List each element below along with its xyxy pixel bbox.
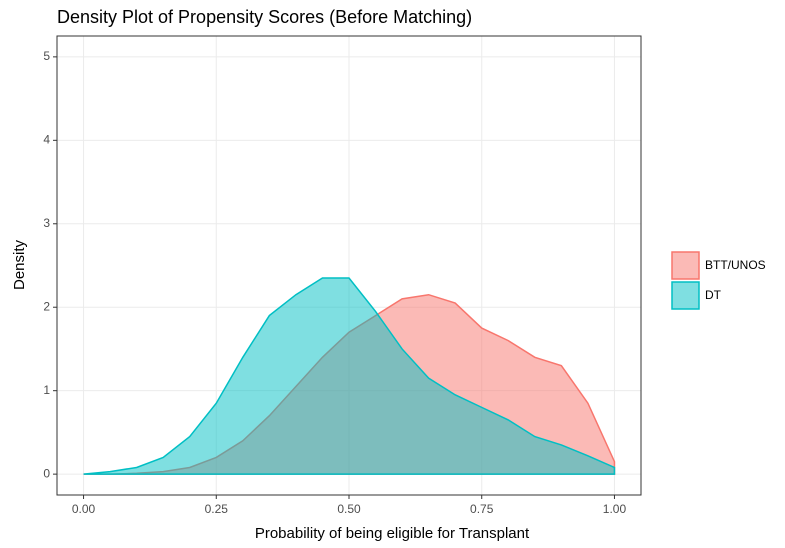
y-tick-label: 5	[43, 49, 50, 63]
legend-label: DT	[705, 288, 722, 302]
legend-label: BTT/UNOS	[705, 258, 766, 272]
y-axis-label: Density	[11, 239, 28, 290]
y-tick-label: 2	[43, 299, 50, 313]
plot-border	[56, 35, 642, 496]
y-tick-label: 4	[43, 132, 50, 146]
chart-title: Density Plot of Propensity Scores (Befor…	[57, 7, 472, 27]
density-area	[83, 277, 616, 475]
y-tick-label: 0	[43, 466, 50, 480]
x-tick-label: 0.25	[205, 502, 229, 516]
x-tick-label: 0.00	[72, 502, 96, 516]
y-tick-label: 1	[43, 383, 50, 397]
x-tick-label: 1.00	[603, 502, 627, 516]
legend-key	[671, 251, 700, 280]
x-axis-label: Probability of being eligible for Transp…	[255, 525, 530, 542]
x-tick-label: 0.75	[470, 502, 494, 516]
x-tick-label: 0.50	[337, 502, 361, 516]
legend-key	[671, 281, 700, 310]
y-tick-label: 3	[43, 216, 50, 230]
